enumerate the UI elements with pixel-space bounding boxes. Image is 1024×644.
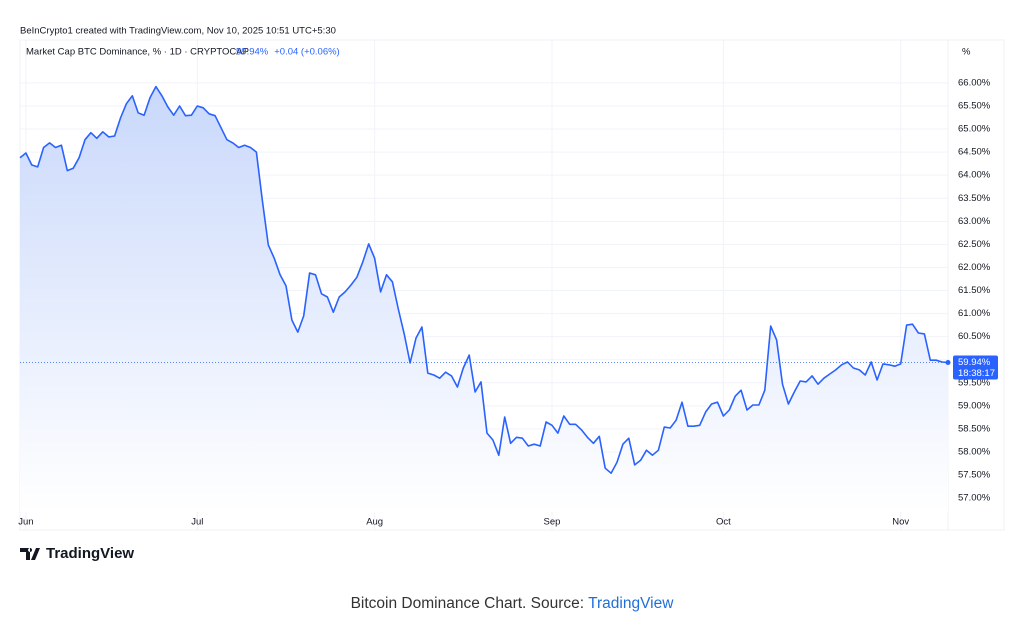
y-tick-label: 61.00% bbox=[958, 308, 991, 319]
caption-link[interactable]: TradingView bbox=[588, 595, 674, 612]
y-tick-label: 60.50% bbox=[958, 331, 991, 342]
y-tick-label: 61.50% bbox=[958, 285, 991, 296]
x-tick-label: Jul bbox=[191, 517, 203, 528]
x-tick-label: Oct bbox=[716, 517, 731, 528]
last-value-label: 59.94% bbox=[958, 357, 991, 368]
legend-title: Market Cap BTC Dominance, % · 1D · CRYPT… bbox=[26, 47, 249, 58]
legend-change: +0.04 (+0.06%) bbox=[274, 47, 340, 58]
y-tick-label: 64.50% bbox=[958, 147, 991, 158]
last-value-badge bbox=[953, 355, 998, 380]
countdown: 18:38:17 bbox=[958, 368, 995, 379]
y-tick-label: 59.50% bbox=[958, 377, 991, 388]
last-point bbox=[945, 360, 951, 366]
area bbox=[20, 86, 948, 512]
x-tick-label: Jun bbox=[18, 517, 33, 528]
axis-unit: % bbox=[962, 47, 971, 58]
caption: Bitcoin Dominance Chart. Source: Trading… bbox=[351, 595, 675, 612]
caption-text: Bitcoin Dominance Chart. Source: bbox=[351, 595, 589, 612]
header: BeInCrypto1 created with TradingView.com… bbox=[20, 26, 336, 37]
logo: TradingView bbox=[20, 545, 134, 562]
y-tick-label: 65.00% bbox=[958, 124, 991, 135]
y-tick-label: 58.00% bbox=[958, 447, 991, 458]
x-tick-label: Aug bbox=[366, 517, 383, 528]
y-tick-label: 58.50% bbox=[958, 423, 991, 434]
y-tick-label: 64.00% bbox=[958, 170, 991, 181]
y-tick-label: 59.00% bbox=[958, 400, 991, 411]
y-tick-label: 62.50% bbox=[958, 239, 991, 250]
legend-value: 59.94% bbox=[236, 47, 269, 58]
logo-icon bbox=[20, 548, 40, 560]
line bbox=[19, 85, 949, 474]
y-tick-label: 57.50% bbox=[958, 470, 991, 481]
x-tick-label: Sep bbox=[544, 517, 561, 528]
y-tick-label: 65.50% bbox=[958, 100, 991, 111]
y-tick-label: 63.50% bbox=[958, 193, 991, 204]
y-tick-label: 62.00% bbox=[958, 262, 991, 273]
x-tick-label: Nov bbox=[892, 517, 909, 528]
logo-text: TradingView bbox=[46, 545, 134, 562]
y-tick-label: 63.00% bbox=[958, 216, 991, 227]
y-tick-label: 57.00% bbox=[958, 493, 991, 504]
y-tick-label: 66.00% bbox=[958, 77, 991, 88]
